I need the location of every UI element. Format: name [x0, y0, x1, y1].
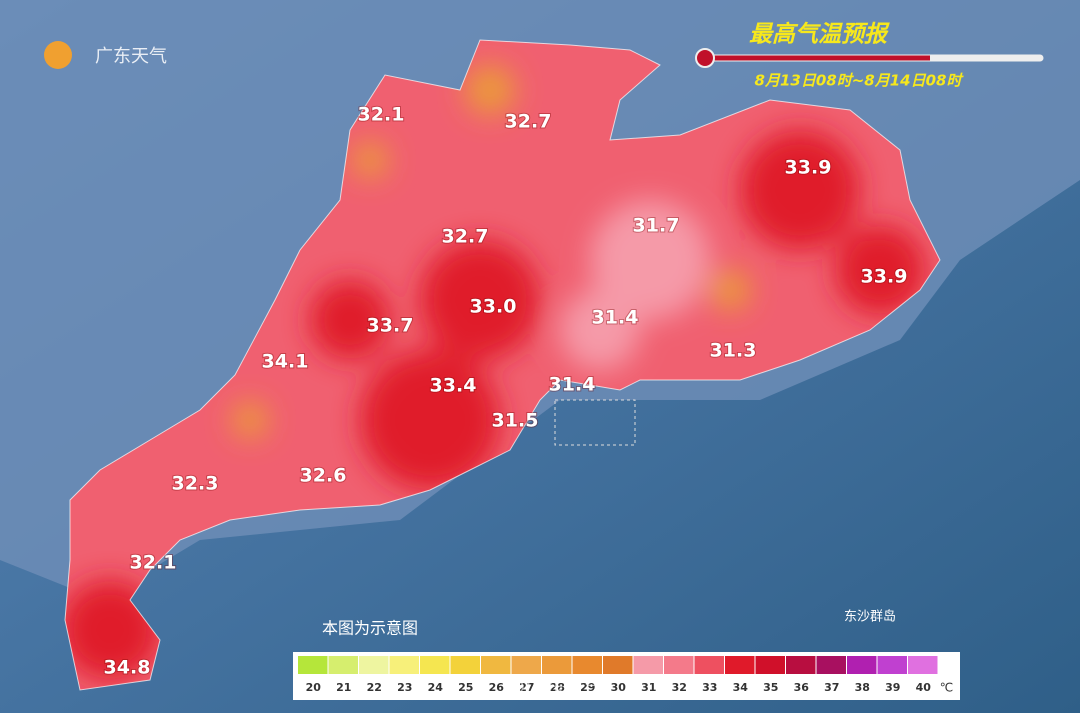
islands: 东沙群岛: [844, 609, 896, 625]
legend-label: 21: [336, 681, 351, 694]
subtitle: 8月13日08时~8月14日08时: [755, 72, 965, 90]
temperature-label: 32.3: [172, 473, 219, 495]
legend-swatch: [877, 656, 907, 674]
legend-swatch: [603, 656, 633, 674]
legend-swatch: [786, 656, 816, 674]
legend-label: 27: [519, 681, 534, 694]
legend-swatch: [328, 656, 358, 674]
legend-swatch: [450, 656, 480, 674]
legend-label: 30: [611, 681, 627, 694]
temperature-label: 32.7: [442, 226, 489, 248]
temperature-label: 33.0: [470, 296, 517, 318]
legend-label: 32: [672, 681, 687, 694]
legend-label: 35: [763, 681, 778, 694]
legend-label: 36: [794, 681, 810, 694]
logo: 广东天气: [95, 46, 167, 67]
legend-swatch: [633, 656, 663, 674]
legend-label: 25: [458, 681, 473, 694]
temperature-label: 32.1: [130, 552, 177, 574]
legend-label: 37: [824, 681, 839, 694]
legend-label: 39: [885, 681, 900, 694]
temperature-label: 34.8: [104, 657, 151, 679]
hk-box: [554, 399, 636, 446]
temperature-label: 32.6: [300, 465, 347, 487]
legend-swatch: [572, 656, 602, 674]
legend-swatch: [359, 656, 389, 674]
temperature-label: 31.5: [492, 410, 539, 432]
legend-swatch: [481, 656, 511, 674]
temperature-label: 34.1: [262, 351, 309, 373]
thermometer-bulb: [695, 48, 715, 68]
legend-swatch: [755, 656, 785, 674]
legend-swatch: [725, 656, 755, 674]
legend-label: 34: [733, 681, 749, 694]
legend-swatch: [298, 656, 328, 674]
legend-swatch: [664, 656, 694, 674]
legend-label: 26: [489, 681, 505, 694]
legend-label: 28: [550, 681, 565, 694]
logo-icon: [44, 41, 72, 69]
legend-label: 20: [306, 681, 322, 694]
legend-label: 33: [702, 681, 717, 694]
temperature-label: 32.1: [358, 104, 405, 126]
watermark: @广东天气: [505, 675, 605, 699]
temperature-label: 31.3: [710, 340, 757, 362]
temperature-label: 33.4: [430, 375, 477, 397]
legend-label: 40: [916, 681, 932, 694]
temperature-label: 33.9: [785, 157, 832, 179]
legend-label: 23: [397, 681, 412, 694]
legend-swatch: [389, 656, 419, 674]
legend-swatch: [816, 656, 846, 674]
legend-swatch: [694, 656, 724, 674]
legend-label: 22: [367, 681, 382, 694]
temperature-label: 31.4: [549, 374, 596, 396]
temperature-label: 31.7: [633, 215, 680, 237]
legend-swatch: [542, 656, 572, 674]
legend-swatch: [908, 656, 938, 674]
legend-swatch: [847, 656, 877, 674]
legend-swatch: [420, 656, 450, 674]
legend-label: 29: [580, 681, 595, 694]
legend-swatch: [511, 656, 541, 674]
temperature-label: 31.4: [592, 307, 639, 329]
title: 最高气温预报: [749, 22, 890, 48]
legend-label: 24: [428, 681, 444, 694]
legend-label: 31: [641, 681, 656, 694]
temperature-label: 33.7: [367, 315, 414, 337]
note: 本图为示意图: [322, 619, 418, 638]
legend-unit: ℃: [940, 681, 953, 695]
legend-label: 38: [855, 681, 870, 694]
temperature-label: 33.9: [861, 266, 908, 288]
temperature-label: 32.7: [505, 111, 552, 133]
